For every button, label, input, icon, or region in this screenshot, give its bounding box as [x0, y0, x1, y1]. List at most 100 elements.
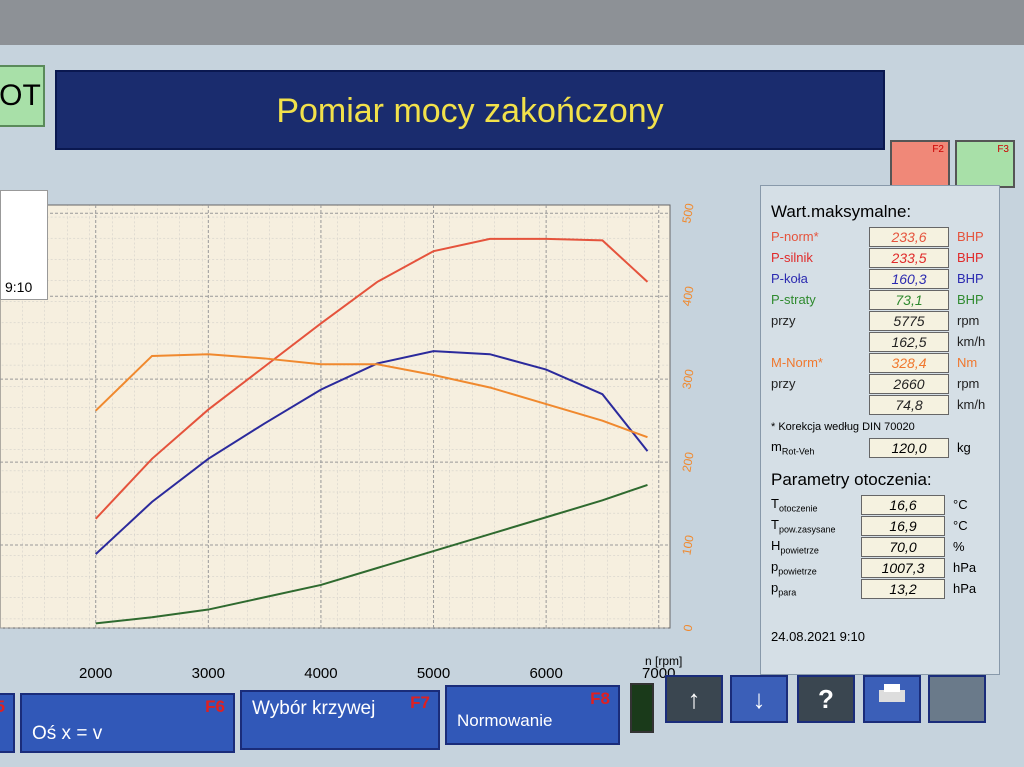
panel-row: przy 5775 rpm — [771, 310, 989, 331]
unit: BHP — [957, 292, 984, 307]
sym: p — [771, 558, 779, 574]
key: F7 — [410, 693, 430, 712]
sub: powietrze — [778, 566, 817, 577]
down-button[interactable]: ↓ — [730, 675, 788, 723]
unit: BHP — [957, 271, 984, 286]
f2-button[interactable]: F2 — [890, 140, 950, 188]
env-title: Parametry otoczenia: — [771, 470, 932, 489]
label: P-silnik — [771, 250, 813, 265]
value: 16,6 — [861, 494, 945, 515]
sub: powietrze — [780, 545, 819, 556]
unit: hPa — [953, 560, 977, 575]
unit: kg — [957, 440, 971, 455]
label: Totoczenie — [771, 496, 861, 514]
value: 5775 — [869, 310, 949, 331]
unit: Nm — [957, 355, 978, 370]
print-button[interactable] — [863, 675, 921, 723]
label: Hpowietrze — [771, 538, 861, 556]
side-box: 9:10 — [0, 190, 48, 300]
up-button[interactable]: ↑ — [665, 675, 723, 723]
sym: m — [771, 438, 782, 454]
text: Oś x = v — [32, 723, 103, 744]
env-row: Totoczenie 16,6 °C — [771, 494, 989, 515]
value: 233,5 — [869, 247, 949, 268]
panel-row: przy 2660 rpm — [771, 373, 989, 394]
sym: H — [771, 537, 781, 553]
exit-button[interactable] — [928, 675, 986, 723]
panel: Wart.maksymalne: P-norm* 233,6 BHP P-silnik… — [760, 185, 1000, 675]
header-band: Pomiar mocy zakończony — [55, 70, 885, 150]
y2-tick-label: 100 — [679, 534, 696, 556]
f3-button[interactable]: F3 — [955, 140, 1015, 188]
value: 233,6 — [869, 226, 949, 247]
text: Normowanie — [457, 711, 553, 730]
x-axis-label: n [rpm] — [645, 654, 682, 668]
note: * Korekcja według DIN 70020 — [771, 421, 915, 433]
label: Tpow.zasysane — [771, 517, 861, 535]
y2-tick-label: 200 — [679, 451, 696, 473]
unit: hPa — [953, 581, 977, 596]
env-row: ppowietrze 1007,3 hPa — [771, 557, 989, 578]
key: F8 — [590, 689, 610, 708]
unit: BHP — [957, 229, 984, 244]
f7-button[interactable]: Wybór krzywej F7 — [240, 690, 440, 750]
f6-button[interactable]: Oś x = v F6 — [20, 693, 235, 753]
unit: °C — [953, 497, 968, 512]
sym: p — [771, 579, 779, 595]
label: M-Norm* — [771, 355, 823, 370]
sub: otoczenie — [778, 503, 818, 514]
label: ppowietrze — [771, 559, 861, 577]
x-tick-label: 4000 — [304, 665, 337, 682]
y2-tick-label: 0 — [681, 623, 696, 632]
x-tick-label: 2000 — [79, 665, 112, 682]
mass-row: mRot-Veh 120,0 kg — [771, 437, 989, 458]
y2-tick-label: 500 — [679, 202, 696, 224]
value: 1007,3 — [861, 557, 945, 578]
sym: T — [771, 495, 779, 511]
value: 120,0 — [869, 437, 949, 458]
panel-row: 162,5 km/h — [771, 331, 989, 352]
env: Totoczenie 16,6 °C Tpow.zasysane 16,9 °C Hpowi… — [771, 494, 989, 599]
value: 328,4 — [869, 352, 949, 373]
printer-icon — [879, 684, 905, 702]
unit: % — [953, 539, 965, 554]
value: 2660 — [869, 373, 949, 394]
panel-row: 74,8 km/h — [771, 394, 989, 415]
unit: rpm — [957, 376, 980, 391]
text: Wybór krzywej — [252, 698, 376, 719]
f5-button[interactable]: F5 — [0, 693, 15, 753]
panel-row: P-silnik 233,5 BHP — [771, 247, 989, 268]
tab[interactable]: OT — [0, 65, 45, 127]
sub: pow.zasysane — [778, 524, 836, 535]
value: 162,5 — [869, 331, 949, 352]
panel-title: Wart.maksymalne: — [771, 202, 912, 221]
key: F6 — [205, 697, 225, 716]
label: ppara — [771, 580, 861, 598]
time: 9:10 — [5, 279, 33, 295]
panel-row: P-koła 160,3 BHP — [771, 268, 989, 289]
unit: km/h — [957, 397, 986, 412]
mass-label: mRot-Veh — [771, 439, 869, 457]
f8-button[interactable]: Normowanie F8 — [445, 685, 620, 745]
help-button[interactable]: ? — [797, 675, 855, 723]
value: 70,0 — [861, 536, 945, 557]
key: F5 — [0, 697, 5, 716]
env-row: Tpow.zasysane 16,9 °C — [771, 515, 989, 536]
label: P-koła — [771, 271, 808, 286]
value: 160,3 — [869, 268, 949, 289]
screen: OT Pomiar mocy zakończony F2 F3 n [rpm] … — [0, 45, 1024, 767]
label: P-norm* — [771, 229, 819, 244]
minor-grid — [0, 205, 670, 628]
unit: km/h — [957, 334, 986, 349]
env-row: Hpowietrze 70,0% — [771, 536, 989, 557]
sym: T — [771, 516, 779, 532]
x-tick-label: 5000 — [417, 665, 450, 682]
title: Pomiar mocy zakończony — [276, 92, 664, 130]
y2-tick-label: 300 — [679, 368, 696, 390]
x-tick-label: 6000 — [529, 665, 562, 682]
sub: Rot-Veh — [781, 446, 815, 457]
panel-row: P-norm* 233,6 BHP — [771, 226, 989, 247]
env-row: ppara 13,2 hPa — [771, 578, 989, 599]
date: 24.08.2021 9:10 — [771, 629, 865, 644]
